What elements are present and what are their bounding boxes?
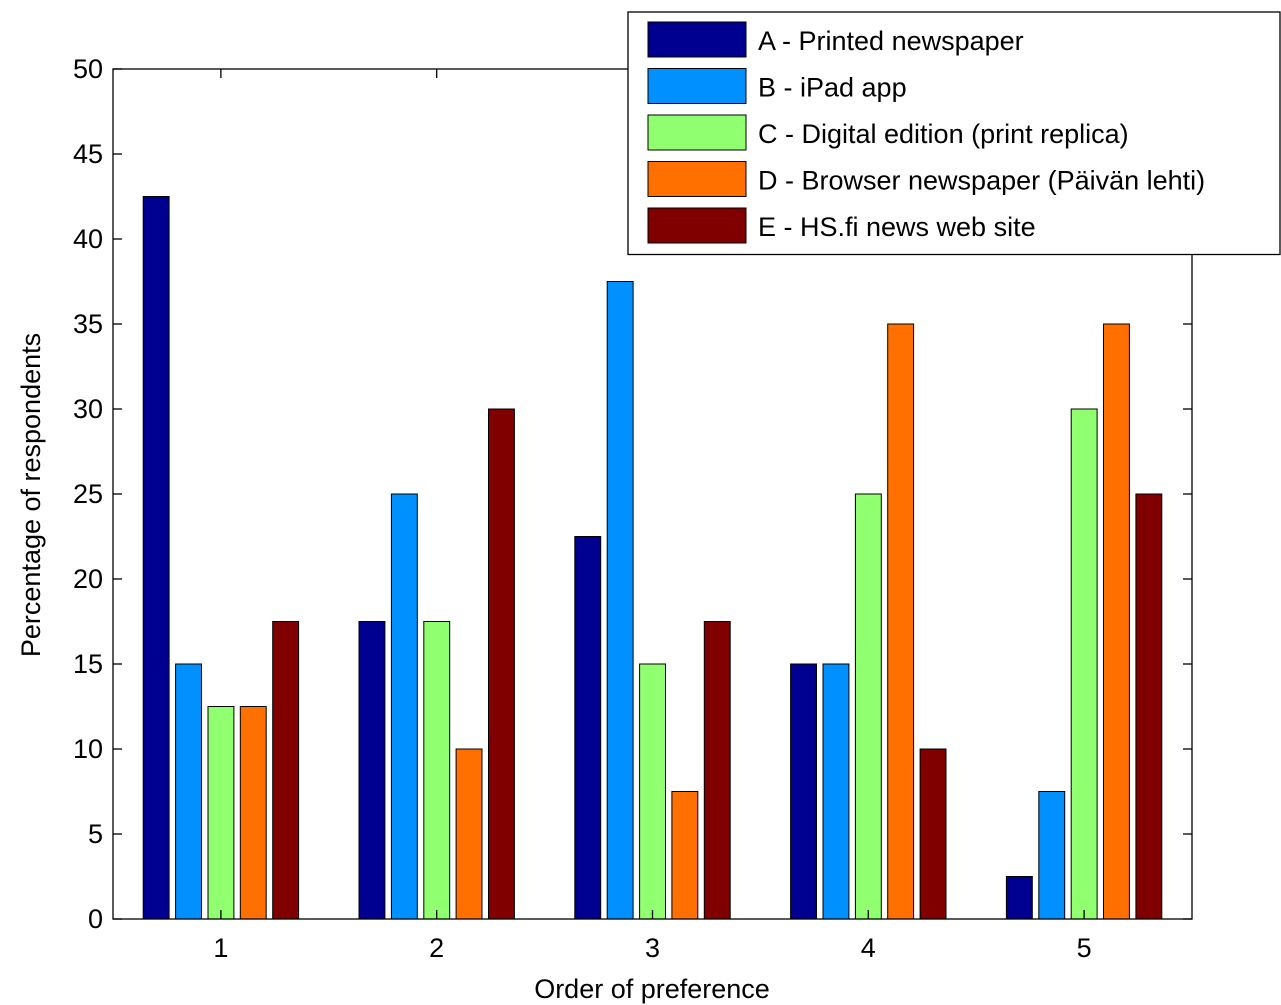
legend-swatch-e — [647, 207, 747, 244]
y-tick-label: 5 — [88, 819, 103, 849]
y-tick-label: 35 — [73, 309, 103, 339]
y-tick-label: 0 — [88, 904, 103, 934]
legend-label-e: E - HS.fi news web site — [758, 212, 1036, 242]
bar-a-3 — [574, 536, 602, 920]
bar-c-5 — [1070, 408, 1098, 920]
bar-e-4 — [919, 748, 947, 920]
x-tick-label: 3 — [645, 933, 660, 963]
bar-e-1 — [272, 621, 300, 920]
bar-a-4 — [790, 663, 817, 920]
y-tick-label: 20 — [73, 564, 103, 594]
bar-a-5 — [1005, 876, 1033, 920]
bar-d-5 — [1103, 323, 1130, 920]
bar-d-2 — [455, 748, 483, 920]
x-axis-title: Order of preference — [534, 974, 770, 1004]
bars-group — [142, 196, 1163, 920]
bar-a-2 — [358, 621, 386, 920]
y-axis: 0 5 10 15 20 25 30 35 40 45 50 — [73, 54, 1192, 934]
bar-b-3 — [606, 281, 634, 920]
legend-swatch-c — [647, 114, 747, 151]
x-axis: 1 2 3 4 5 — [213, 69, 1092, 963]
bar-c-1 — [207, 706, 235, 920]
y-tick-label: 50 — [73, 54, 103, 84]
legend-label-a: A - Printed newspaper — [758, 26, 1024, 56]
bar-b-5 — [1038, 791, 1066, 920]
bar-d-3 — [671, 791, 699, 920]
legend-swatch-a — [647, 21, 747, 58]
bar-e-3 — [703, 621, 731, 920]
y-tick-label: 10 — [73, 734, 103, 764]
legend: A - Printed newspaper B - iPad app C - Dig… — [627, 11, 1281, 256]
y-tick-label: 30 — [73, 394, 103, 424]
bar-c-2 — [423, 621, 451, 920]
bar-a-1 — [142, 196, 170, 920]
y-tick-label: 15 — [73, 649, 103, 679]
bar-d-1 — [239, 706, 267, 920]
legend-swatch-b — [647, 68, 747, 104]
y-tick-label: 25 — [73, 479, 103, 509]
bar-c-4 — [854, 493, 882, 920]
x-tick-label: 5 — [1077, 933, 1092, 963]
x-tick-label: 2 — [429, 933, 444, 963]
legend-label-b: B - iPad app — [758, 73, 907, 103]
legend-label-d: D - Browser newspaper (Päivän lehti) — [758, 166, 1205, 196]
bar-b-4 — [822, 663, 850, 920]
y-axis-title: Percentage of respondents — [16, 333, 46, 657]
x-tick-label: 4 — [861, 933, 876, 963]
legend-label-c: C - Digital edition (print replica) — [758, 119, 1129, 149]
bar-b-2 — [390, 493, 418, 920]
y-tick-label: 45 — [73, 139, 103, 169]
bar-b-1 — [175, 663, 203, 920]
bar-d-4 — [887, 323, 915, 920]
bar-c-3 — [639, 663, 666, 920]
bar-e-2 — [488, 408, 515, 920]
x-tick-label: 1 — [213, 933, 228, 963]
bar-e-5 — [1135, 493, 1163, 920]
y-tick-label: 40 — [73, 224, 103, 254]
legend-swatch-d — [647, 161, 747, 197]
